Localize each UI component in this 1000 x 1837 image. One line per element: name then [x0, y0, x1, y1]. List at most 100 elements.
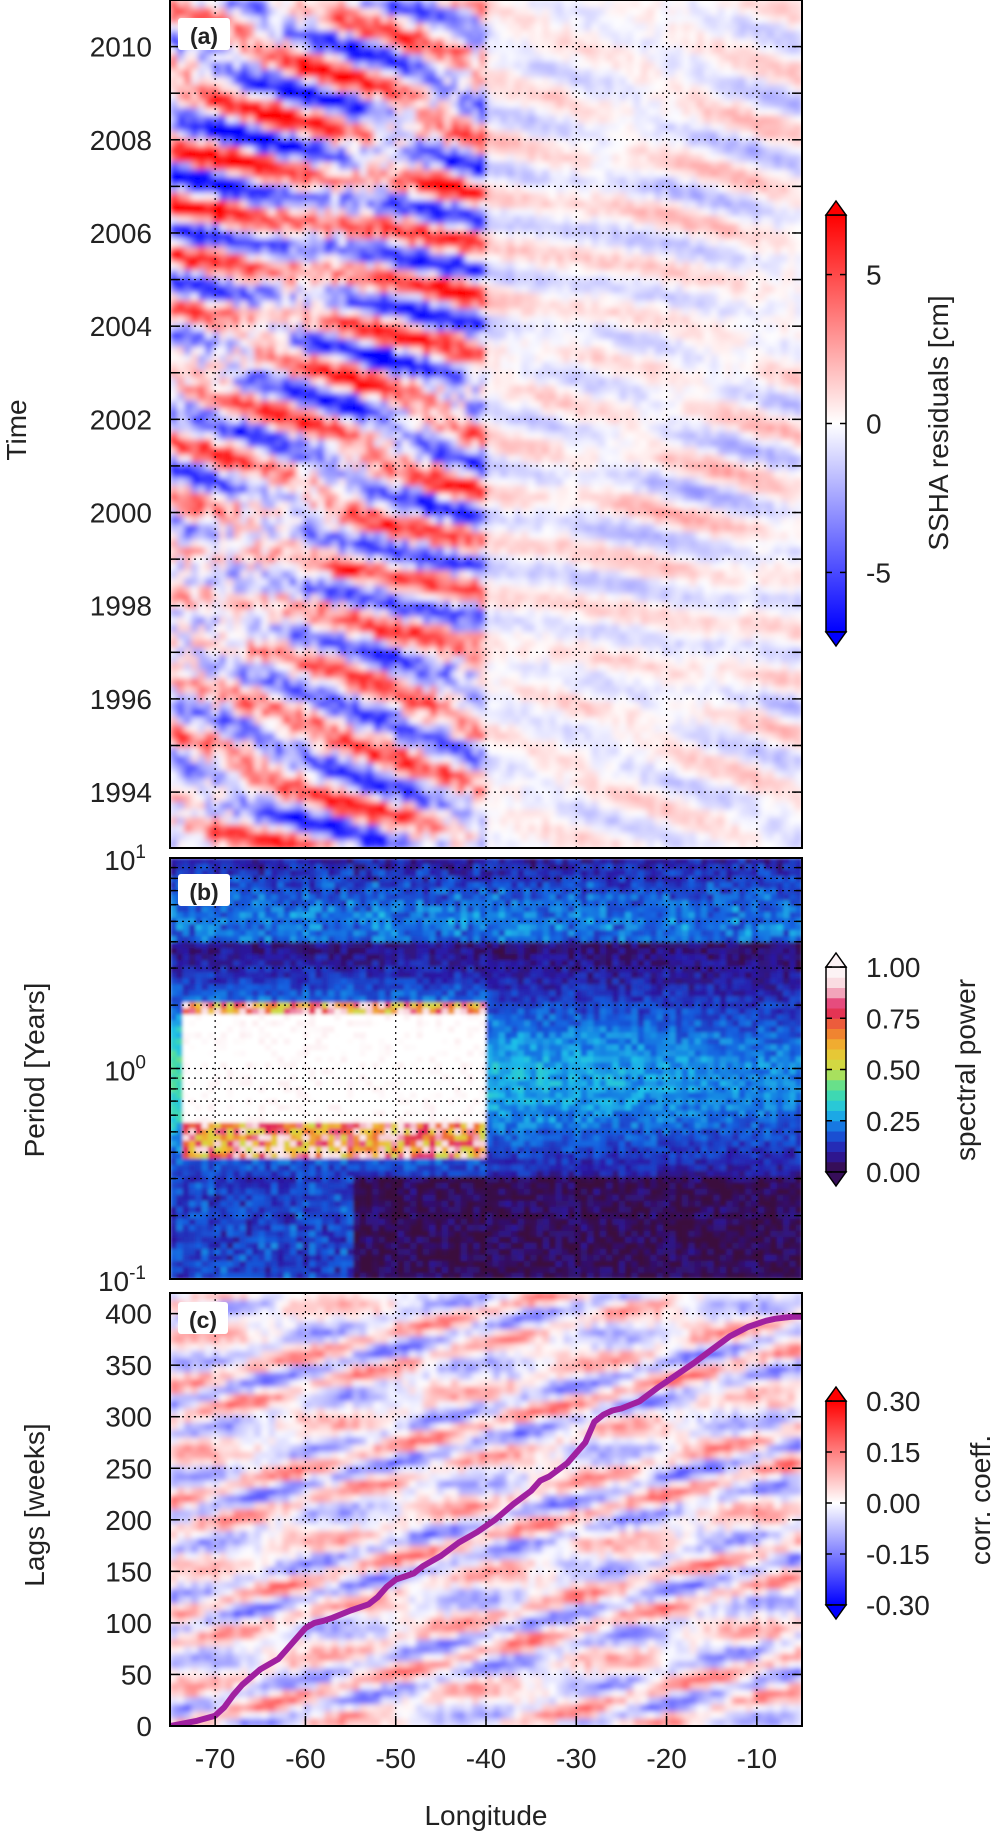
heatmap-cell — [710, 200, 719, 209]
heatmap-cell — [233, 285, 241, 294]
heatmap-cell — [542, 30, 550, 40]
heatmap-cell — [471, 339, 480, 348]
heatmap-cell — [794, 208, 802, 217]
heatmap-cell — [366, 231, 375, 240]
heatmap-cell — [591, 146, 599, 155]
heatmap-cell — [289, 370, 297, 379]
heatmap-cell — [584, 362, 592, 371]
heatmap-cell — [787, 354, 796, 363]
heatmap-cell — [591, 208, 599, 217]
heatmap-cell — [443, 138, 452, 148]
heatmap-cell — [436, 393, 445, 402]
heatmap-cell — [394, 46, 403, 55]
heatmap-cell — [556, 323, 564, 333]
heatmap-cell — [598, 77, 606, 86]
heatmap-cell — [619, 177, 628, 186]
heatmap-cell — [247, 77, 255, 86]
heatmap-cell — [415, 208, 424, 217]
heatmap-cell — [612, 177, 621, 186]
heatmap-cell — [184, 231, 192, 240]
heatmap-cell — [682, 377, 691, 387]
heatmap-cell — [619, 38, 628, 47]
heatmap-cell — [240, 277, 248, 286]
heatmap-cell — [247, 308, 255, 317]
heatmap-cell — [415, 424, 424, 433]
heatmap-cell — [493, 185, 501, 194]
heatmap-cell — [647, 185, 656, 194]
heatmap-cell — [331, 138, 340, 148]
heatmap-cell — [366, 92, 375, 101]
heatmap-cell — [219, 331, 227, 340]
heatmap-cell — [640, 77, 649, 86]
heatmap-cell — [633, 30, 642, 40]
heatmap-cell — [443, 92, 452, 101]
heatmap-cell — [226, 115, 234, 124]
heatmap-cell — [710, 7, 719, 17]
heatmap-cell — [514, 300, 522, 309]
heatmap-cell — [500, 46, 508, 55]
heatmap-cell — [689, 346, 698, 356]
heatmap-cell — [486, 408, 494, 417]
heatmap-cell — [289, 346, 297, 356]
heatmap-cell — [675, 169, 684, 178]
heatmap-cell — [387, 69, 396, 78]
heatmap-cell — [429, 161, 438, 171]
heatmap-cell — [450, 177, 459, 186]
heatmap-cell — [415, 316, 424, 325]
heatmap-cell — [563, 146, 571, 155]
heatmap-cell — [745, 377, 754, 387]
heatmap-cell — [773, 331, 782, 340]
heatmap-cell — [535, 416, 543, 425]
heatmap-cell — [514, 316, 522, 325]
heatmap-cell — [577, 161, 585, 171]
heatmap-cell — [647, 123, 656, 132]
heatmap-cell — [605, 385, 613, 394]
heatmap-cell — [766, 277, 775, 286]
heatmap-cell — [450, 38, 459, 47]
heatmap-cell — [500, 15, 508, 24]
heatmap-cell — [556, 292, 564, 302]
heatmap-cell — [689, 177, 698, 186]
heatmap-cell — [296, 38, 305, 47]
heatmap-cell — [324, 161, 333, 171]
heatmap-cell — [373, 192, 382, 202]
heatmap-cell — [493, 400, 501, 410]
heatmap-cell — [717, 377, 726, 387]
heatmap-cell — [577, 84, 585, 94]
heatmap-cell — [696, 370, 705, 379]
heatmap-cell — [450, 0, 459, 9]
heatmap-cell — [450, 223, 459, 232]
heatmap-cell — [177, 231, 185, 240]
heatmap-cell — [394, 123, 403, 132]
heatmap-cell — [689, 146, 698, 155]
heatmap-cell — [675, 154, 684, 163]
heatmap-cell — [219, 346, 227, 356]
heatmap-cell — [359, 231, 368, 240]
heatmap-cell — [717, 370, 726, 379]
heatmap-cell — [598, 416, 606, 425]
heatmap-cell — [324, 169, 333, 178]
heatmap-cell — [387, 370, 396, 379]
heatmap-cell — [486, 177, 494, 186]
heatmap-cell — [338, 30, 347, 40]
heatmap-cell — [766, 30, 775, 40]
heatmap-cell — [493, 269, 501, 279]
heatmap-cell — [577, 400, 585, 410]
heatmap-cell — [563, 100, 571, 109]
heatmap-cell — [626, 53, 635, 63]
heatmap-cell — [717, 300, 726, 309]
heatmap-cell — [570, 346, 578, 356]
heatmap-cell — [226, 300, 234, 309]
heatmap-cell — [464, 377, 473, 387]
heatmap-cell — [240, 223, 248, 232]
heatmap-cell — [696, 161, 705, 171]
heatmap-cell — [240, 215, 248, 225]
heatmap-cell — [675, 223, 684, 232]
heatmap-cell — [464, 177, 473, 186]
heatmap-cell — [408, 215, 417, 225]
heatmap-cell — [507, 231, 515, 240]
heatmap-cell — [289, 30, 297, 40]
heatmap-cell — [752, 377, 761, 387]
heatmap-cell — [633, 0, 642, 9]
heatmap-cell — [226, 123, 234, 132]
